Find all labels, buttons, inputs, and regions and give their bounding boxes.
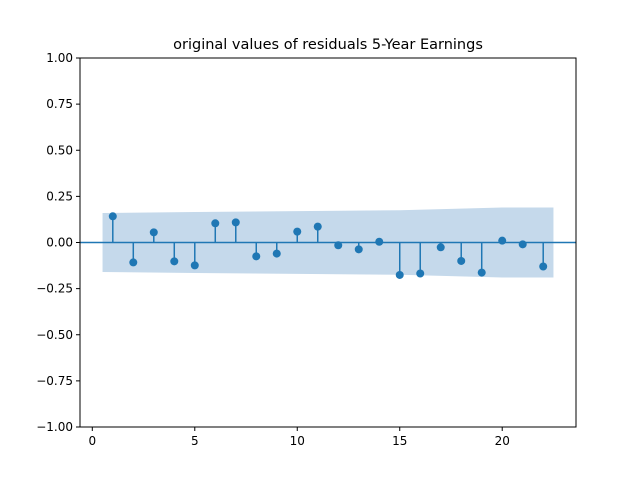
acf-point-lag-13: [354, 245, 363, 254]
y-tick-label: 0.75: [46, 97, 73, 111]
plot-area: [79, 57, 577, 428]
acf-point-lag-16: [416, 269, 425, 278]
acf-point-lag-11: [313, 222, 322, 231]
acf-point-lag-7: [231, 218, 240, 227]
x-axis: 0 5 10 15 20: [88, 427, 510, 448]
y-tick-label: 0.50: [46, 143, 73, 157]
acf-point-lag-6: [211, 219, 220, 228]
acf-point-lag-3: [149, 228, 158, 237]
x-tick-label: 0: [88, 434, 96, 448]
acf-point-lag-18: [457, 256, 466, 265]
acf-point-lag-22: [539, 262, 548, 271]
x-tick-label: 10: [290, 434, 305, 448]
y-tick-label: 1.00: [46, 51, 73, 65]
chart-title: original values of residuals 5-Year Earn…: [173, 37, 483, 53]
x-tick-label: 20: [495, 434, 510, 448]
y-axis: 1.00 0.75 0.50 0.25 0.00 −0.25 −0.50 −0.75 −1.00: [36, 51, 80, 434]
acf-point-lag-12: [334, 241, 343, 250]
acf-point-lag-21: [518, 240, 527, 249]
y-tick-label: 0.00: [46, 236, 73, 250]
acf-point-lag-17: [436, 243, 445, 252]
acf-point-lag-5: [190, 261, 199, 270]
acf-point-lag-20: [498, 236, 507, 245]
y-tick-label: −0.50: [36, 328, 73, 342]
acf-point-lag-14: [375, 237, 384, 246]
y-tick-label: −0.75: [36, 374, 73, 388]
acf-point-lag-2: [129, 258, 138, 267]
acf-point-lag-8: [252, 252, 261, 261]
y-tick-label: 0.25: [46, 189, 73, 203]
x-tick-label: 15: [392, 434, 407, 448]
y-tick-label: −1.00: [36, 420, 73, 434]
acf-point-lag-10: [293, 227, 302, 236]
acf-point-lag-4: [170, 257, 179, 266]
acf-point-lag-1: [108, 212, 117, 221]
acf-point-lag-15: [395, 270, 404, 279]
acf-point-lag-9: [272, 249, 281, 258]
y-tick-label: −0.25: [36, 282, 73, 296]
x-tick-label: 5: [191, 434, 199, 448]
acf-point-lag-19: [477, 268, 486, 277]
